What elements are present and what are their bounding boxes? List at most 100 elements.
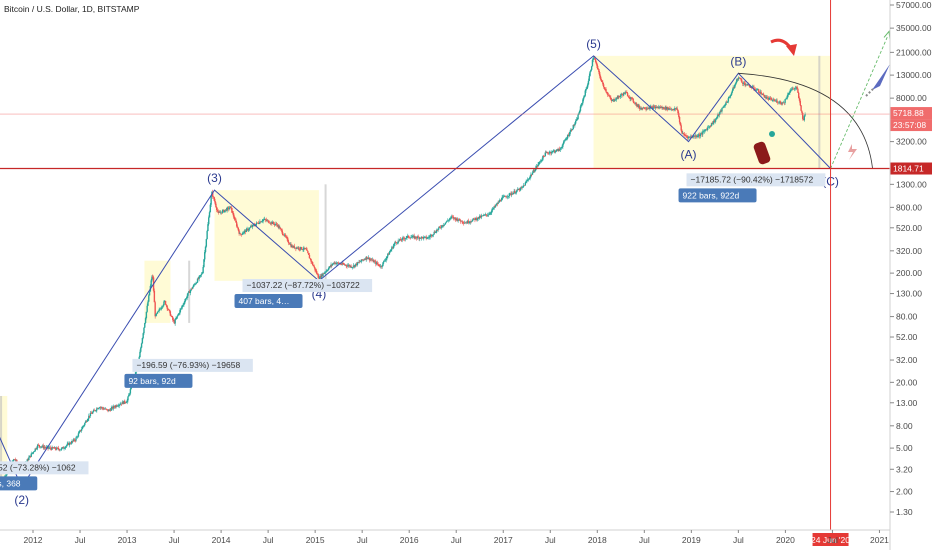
candle-body [305,248,307,250]
candle-body [160,307,163,309]
candle-body [135,370,137,375]
candle-body [415,236,417,238]
candle-body [473,218,475,219]
candle-body [283,234,285,236]
candle-body [116,405,119,407]
candle-body [307,253,310,255]
candle-body [802,112,804,119]
candle-body [267,220,269,221]
measure-bars-box[interactable] [0,476,38,491]
candle-body [308,254,311,259]
candle-body [403,238,406,240]
candle-body [720,110,722,112]
candle-body [312,265,315,267]
candle-body [292,245,295,248]
candle-body [534,170,536,172]
candle-body [276,224,279,227]
candle-body [714,120,716,122]
candle-body [128,393,131,395]
measure-value-box[interactable] [0,461,89,475]
candle-body [367,257,370,259]
candle-body [56,447,58,450]
candle-body [642,107,645,109]
candle-body [701,133,703,135]
candle-body [439,226,442,228]
candle-body [31,453,33,454]
candle-body [676,108,678,110]
candle-body [467,220,470,223]
candle-body [299,247,302,250]
candle-body [780,103,782,104]
candle-body [386,256,388,259]
measure-bars-label: 922 bars, 922d [683,190,740,200]
candle-body [579,106,582,111]
candle-body [259,221,261,224]
candle-body [483,214,486,216]
candle-body [469,221,471,223]
candle-body [742,82,744,84]
candle-body [383,260,386,262]
candle-body [217,211,220,213]
candle-body [53,447,56,449]
candle-body [606,93,609,95]
candle-body [491,210,493,213]
candle-body [357,262,359,263]
candle-body [337,262,339,264]
measure-bars-box[interactable] [234,294,303,309]
x-tick-label: 2017 [494,535,513,545]
candle-body [527,179,530,180]
measure-value-box[interactable] [132,358,253,372]
candle-body [663,108,666,110]
candle-body [354,264,356,267]
candle-body [66,443,68,446]
candle-body [666,106,669,110]
candle-body [803,115,806,121]
candle-body [164,300,166,302]
candle-body [265,219,267,221]
candle-body [656,106,658,108]
measure-bars-box[interactable] [124,373,193,388]
candle-body [437,228,439,231]
candle-body [146,305,148,312]
candle-body [484,214,487,215]
measure-bars-box[interactable] [678,188,757,203]
candle-body [326,270,328,272]
candle-body [453,217,455,219]
candle-body [519,188,521,191]
measure-value-box[interactable] [686,173,826,187]
candle-body [372,259,375,263]
candle-body [112,406,114,409]
measure-value-box[interactable] [242,279,373,293]
candle-body [168,309,170,310]
candle-body [279,227,281,229]
candle-body [404,238,407,240]
candle-body [52,447,54,448]
candle-body [592,58,594,60]
candle-body [179,310,181,314]
candle-body [745,84,747,86]
candle-body [570,129,573,131]
candle-body [228,207,230,210]
candle-body [778,102,780,104]
candle-body [266,220,268,221]
candle-body [240,234,243,235]
candle-body [563,140,566,142]
candle-body [464,222,467,224]
x-tick-label: Jul [169,535,180,545]
candle-body [740,78,742,81]
candle-body [251,226,253,227]
candle-body [181,305,184,308]
y-tick-label: 1300.00 [896,179,927,189]
candle-body [475,217,478,220]
candle-body [209,204,212,213]
candle-body [225,209,228,211]
candle-body [148,295,150,302]
candle-body [443,224,445,226]
candle-body [87,418,89,421]
candle-body [522,186,524,188]
candle-body [368,257,371,261]
candle-body [114,406,116,408]
candle-body [541,159,543,161]
candle-body [527,179,529,181]
